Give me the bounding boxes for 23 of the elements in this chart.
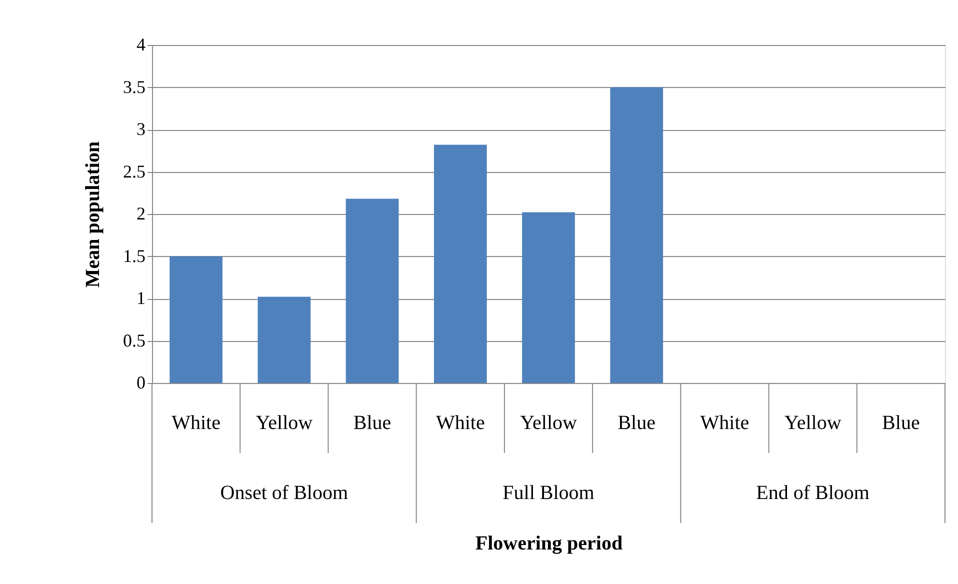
x-tick-label: Yellow — [520, 412, 578, 434]
y-tick-label: 1 — [136, 288, 146, 308]
y-axis-title: Mean population — [82, 141, 104, 288]
y-tick-label: 0.5 — [123, 330, 146, 350]
x-tick-label: Blue — [353, 412, 392, 434]
x-tick-label: White — [172, 412, 221, 434]
text: Full Bloom — [502, 482, 595, 504]
y-tick-label: 2.5 — [123, 161, 146, 182]
x-tick-label: White — [436, 412, 485, 434]
x-tick-label: Yellow — [784, 412, 842, 434]
x-axis-title: Flowering period — [475, 532, 623, 554]
y-tick-label: 1.5 — [123, 246, 146, 266]
x-tick-label: White — [700, 412, 750, 434]
text: Onset of Bloom — [220, 482, 348, 504]
x-tick-label: Blue — [882, 412, 920, 434]
y-tick-label: 2 — [136, 204, 146, 224]
x-tick-label: Yellow — [256, 412, 314, 434]
y-tick-label: 4 — [136, 34, 146, 54]
y-tick-label: 0 — [136, 372, 146, 392]
text: End of Bloom — [756, 482, 870, 504]
y-tick-label: 3.5 — [123, 76, 146, 97]
x-tick-label: Blue — [618, 412, 656, 434]
y-tick-label: 3 — [136, 119, 146, 139]
